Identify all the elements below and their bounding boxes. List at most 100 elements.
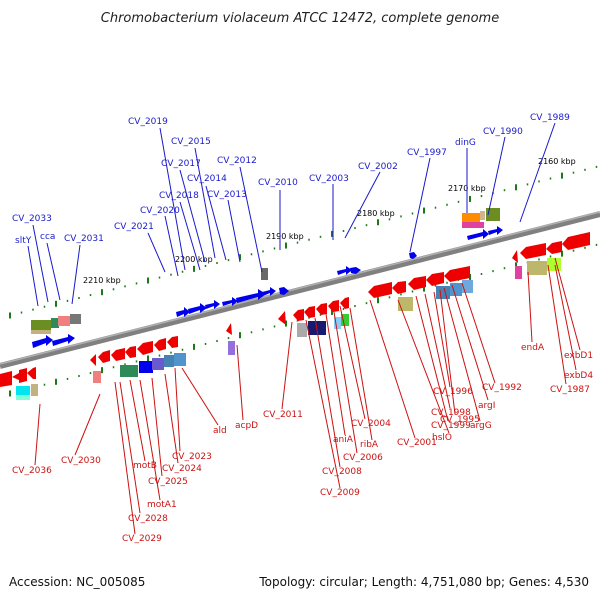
label-connector [415,295,449,422]
label-connector [129,379,146,462]
gene-label[interactable]: CV_2024 [162,464,202,474]
gene-arrow [125,346,136,358]
gene-label[interactable]: CV_1987 [550,385,590,395]
gene-label[interactable]: CV_1989 [530,113,570,123]
label-connector [424,293,451,409]
gene-label[interactable]: CV_1992 [482,383,522,393]
label-connector [439,289,456,415]
gene-arrow [278,311,286,325]
gene-label[interactable]: CV_2008 [322,467,362,477]
gene-arrow [176,307,190,317]
gene-arrow [262,287,276,296]
label-connector [349,307,373,441]
gene-label[interactable]: CV_2001 [397,438,437,448]
gene-label[interactable]: CV_2028 [128,514,168,524]
label-connector [236,344,244,421]
gene-label[interactable]: CV_2029 [122,534,162,544]
gene-label[interactable]: argI [478,401,495,411]
label-connector [433,291,451,388]
gene-label[interactable]: CV_2031 [64,234,104,244]
gene-label[interactable]: cca [40,232,55,242]
gene-label[interactable]: CV_2023 [172,452,212,462]
label-connector [179,201,201,271]
label-connector [409,157,431,253]
gene-arrow [392,281,406,294]
gene-label[interactable]: aniA [333,435,354,445]
genome-backbone [0,211,600,369]
gene-label[interactable]: argG [470,421,492,431]
gene-label[interactable]: CV_2015 [171,137,211,147]
gene-label[interactable]: CV_2021 [114,222,154,232]
label-connector [339,305,366,420]
map-title: Chromobacterium violaceum ATCC 12472, co… [101,11,499,26]
gene-label[interactable]: CV_2025 [148,477,188,487]
reverse-connectors [34,257,581,535]
label-connector [369,299,416,439]
gene-arrow [98,350,110,363]
gene-arrow [337,266,352,275]
gene-arrow [137,341,153,355]
gene-label[interactable]: CV_2004 [351,419,391,429]
label-connector [443,287,481,422]
gene-label[interactable]: ald [213,426,227,436]
label-connector [314,317,341,468]
gene-label[interactable]: CV_2030 [61,456,101,466]
gene-arrow [0,371,12,387]
label-connector [181,367,219,426]
label-connector [164,373,179,464]
gene-label[interactable]: motA1 [147,500,177,510]
label-connector [179,169,206,263]
gene-label[interactable]: CV_2006 [343,453,383,463]
gene-label[interactable]: CV_2014 [187,174,227,184]
tick-label-2180: 2180 kbp [357,209,395,218]
gene-label[interactable]: CV_1999 [431,421,471,431]
gene-label[interactable]: CV_2020 [140,206,180,216]
label-connector [159,127,186,271]
label-connector [305,319,341,489]
gene-arrow [350,267,361,274]
gene-label[interactable]: CV_1996 [433,387,473,397]
gene-label[interactable]: acpD [235,421,258,431]
gene-arrow [562,232,590,250]
gene-label[interactable]: CV_1990 [483,127,523,137]
label-connector [547,264,567,385]
gene-label[interactable]: sltY [15,236,32,246]
gene-label[interactable]: CV_2011 [263,410,303,420]
label-connector [227,199,241,263]
gene-label[interactable]: CV_1995 [440,415,480,425]
gene-arrow [32,335,53,348]
gene-arrow [293,309,304,321]
gene-label[interactable]: CV_2018 [159,191,199,201]
label-connector [397,299,450,434]
gene-label[interactable]: CV_2002 [358,162,398,172]
label-connector [46,242,61,301]
gene-arrow [512,250,518,263]
gene-label[interactable]: CV_2009 [320,488,360,498]
gene-arrow [222,297,238,306]
gene-label[interactable]: CV_1998 [431,408,471,418]
gene-label[interactable]: CV_2013 [207,190,247,200]
accession-text: Accession: NC_005085 [9,575,145,589]
gene-label[interactable]: CV_2017 [161,159,201,169]
gene-label[interactable]: CV_2033 [12,214,52,224]
label-connector [174,367,181,452]
gene-label[interactable]: CV_2012 [217,156,257,166]
label-connector [239,166,263,273]
gene-label[interactable]: CV_2019 [128,117,168,127]
gene-label[interactable]: hslO [432,433,452,443]
gene-label[interactable]: exbD1 [564,351,593,361]
gene-label[interactable]: dinG [455,138,476,148]
label-connector [554,264,577,371]
gene-label[interactable]: CV_1997 [407,148,447,158]
gene-label[interactable]: exbD4 [564,371,593,381]
label-connector [451,284,489,401]
gene-label[interactable]: CV_2010 [258,178,298,188]
gene-label[interactable]: ribA [360,440,379,450]
gene-label[interactable]: motB [133,461,157,471]
gene-arrow [205,300,220,309]
gene-label[interactable]: CV_2003 [309,174,349,184]
gene-label[interactable]: CV_2036 [12,466,52,476]
gene-label[interactable]: endA [521,343,545,353]
label-connector [205,185,227,261]
gene-arrow [226,323,232,335]
